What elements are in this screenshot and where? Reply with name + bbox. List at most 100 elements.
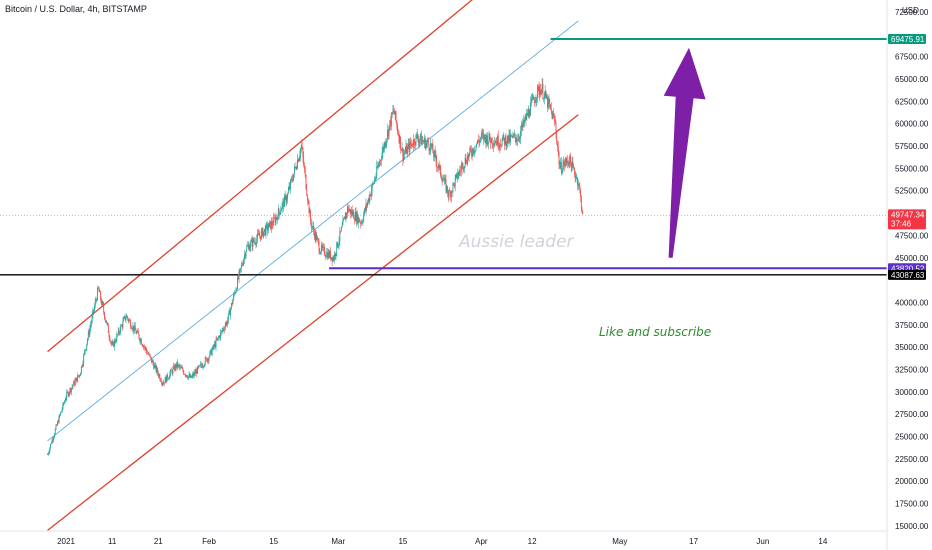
candle-body [222,328,224,331]
candle-body [490,139,492,143]
candle-body [361,222,363,224]
candle-body [100,291,102,300]
candle-body [523,120,525,124]
candle-body [273,217,275,226]
candle-body [303,156,305,166]
candle-body [450,191,452,198]
candle-body [125,317,127,320]
candle-body [270,221,272,230]
candle-body [200,363,202,366]
candle-body [323,247,325,255]
candle-body [290,178,292,180]
candle-body [360,221,362,224]
candle-body [363,208,365,215]
candle-body [269,221,271,223]
candle-body [48,451,50,454]
candle-body [206,357,208,362]
candle-body [348,210,350,212]
candle-body [370,190,372,197]
candle-body [232,299,234,305]
candle-body [322,246,324,248]
price-tick-label: 17500.00 [895,500,929,509]
candle-body [476,143,478,146]
candle-body [230,303,232,309]
symbol-title[interactable]: Bitcoin / U.S. Dollar, 4h, BITSTAMP [5,4,147,14]
price-tick-label: 60000.00 [895,120,929,129]
candle-body [470,147,472,151]
candle-body [115,341,117,342]
candle-body [506,143,508,147]
candle-body [537,85,538,98]
candle-body [498,146,500,148]
candle-body [407,146,408,154]
candle-body [441,178,443,182]
candle-body [132,325,134,330]
candle-body [369,194,371,202]
candle-body [533,99,535,103]
candle-body [226,322,228,325]
candle-body [102,301,104,306]
candle-body [407,143,409,147]
candle-body [51,439,53,444]
candle-body [56,425,58,426]
candle-body [427,140,428,143]
candle-body [247,245,248,247]
candle-body [547,96,548,108]
candle-body [229,310,231,316]
candle-body [325,256,327,257]
candle-body [160,381,162,384]
candle-body [62,403,64,409]
candle-body [239,268,241,272]
candle-body [326,252,328,257]
candle-body [567,160,568,164]
candle-body [562,165,564,172]
candle-body [154,364,156,366]
candle-body [364,208,366,211]
candle-body [158,374,160,377]
candle-body [144,347,146,348]
candle-body [264,228,266,235]
candle-body [527,109,529,116]
candle-body [557,146,559,152]
candle-body [396,121,398,126]
candle-body [398,135,400,143]
candle-body [522,120,524,128]
candle-body [455,174,457,178]
candle-body [547,98,549,108]
candle-body [83,354,85,364]
candle-body [429,150,431,152]
candle-body [570,163,572,171]
candle-body [510,135,512,136]
candle-body [338,240,340,245]
candle-body [274,217,276,223]
candle-body [371,184,373,191]
candle-body [463,166,465,169]
candle-body [553,116,555,121]
candle-body [90,324,92,328]
time-tick-label: 21 [154,537,163,546]
candle-body [127,316,128,319]
candle-body [448,191,450,197]
candle-body [335,253,337,257]
candle-body [552,113,554,119]
lower-channel-line [47,114,579,531]
candle-body [54,434,55,438]
time-axis[interactable]: 2021 11 21 Feb 15 Mar 15 Apr 12 May 17 Jun 14 [57,537,828,546]
candle-body [520,124,522,131]
currency-label[interactable]: USD [902,6,919,15]
candle-body [252,238,254,247]
candle-body [107,322,108,325]
candle-body [266,224,268,226]
candle-body [319,251,321,254]
candle-body [397,125,398,132]
candle-body [193,373,195,376]
candle-body [376,165,378,176]
candle-body [136,332,138,334]
candle-body [150,357,152,363]
candle-body [304,169,306,175]
candle-body [271,221,273,226]
candle-body [216,339,218,340]
